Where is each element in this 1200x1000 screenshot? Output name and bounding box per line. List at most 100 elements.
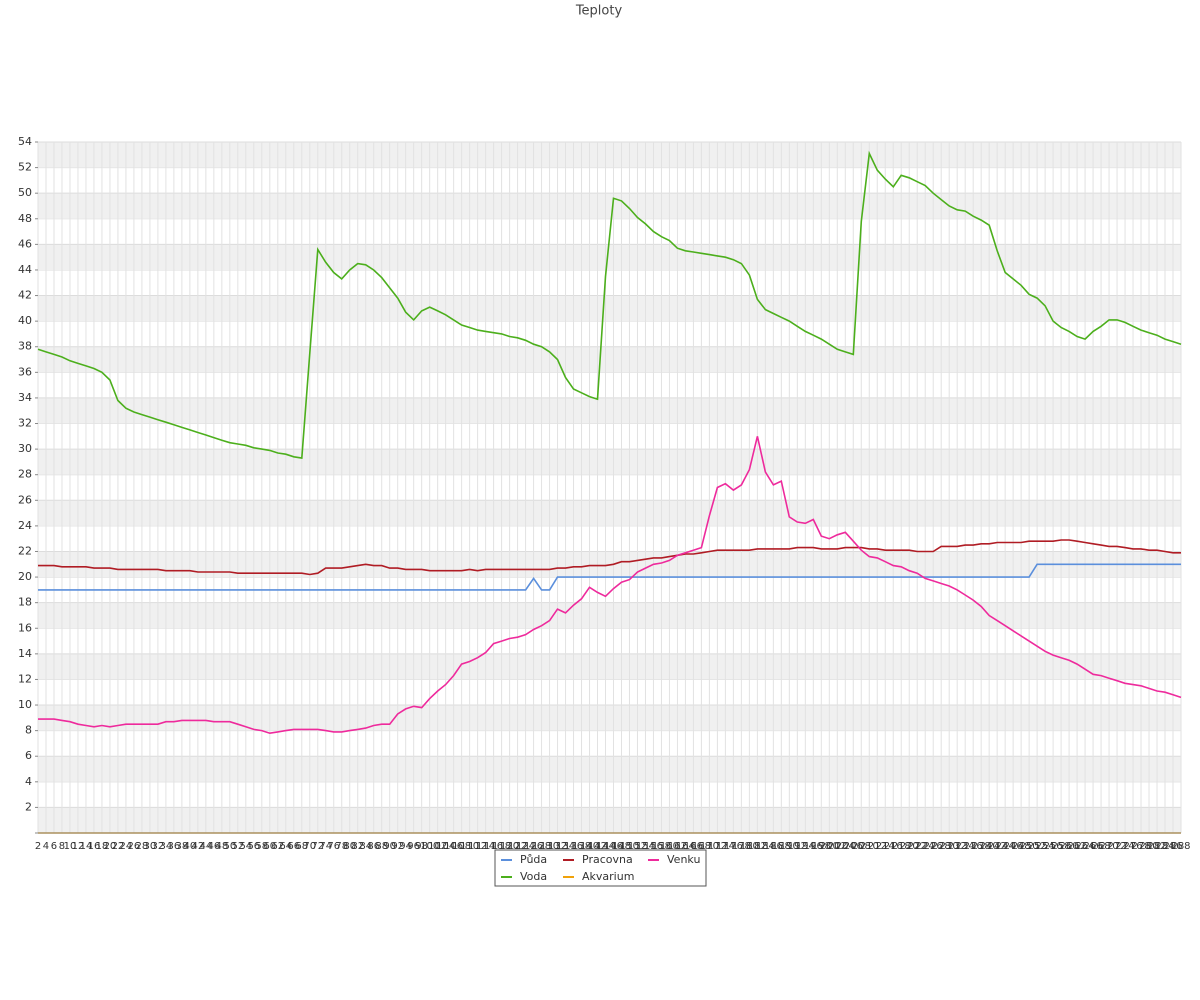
x-tick-label: 174 [716,841,735,852]
x-tick-label: 190 [780,841,799,852]
x-tick-label: 266 [1084,841,1103,852]
y-tick-label: 36 [18,365,32,378]
y-tick-label: 34 [18,391,32,404]
y-tick-label: 12 [18,672,32,685]
x-tick-label: 70 [303,841,316,852]
y-tick-label: 16 [18,621,32,634]
x-tick-label: 212 [868,841,887,852]
x-tick-label: 200 [820,841,839,852]
x-tick-label: 206 [844,841,863,852]
x-tick-label: 254 [1036,841,1055,852]
x-tick-label: 186 [764,841,783,852]
y-tick-label: 40 [18,314,32,327]
y-tick-label: 18 [18,596,32,609]
legend-label: Pracovna [582,853,633,866]
x-tick-label: 82 [351,841,364,852]
y-tick-label: 46 [18,237,32,250]
x-tick-label: 24 [120,841,133,852]
grid-band [38,295,1181,322]
x-tick-label: 72 [311,841,324,852]
x-tick-label: 220 [900,841,919,852]
y-tick-label: 6 [25,749,32,762]
x-tick-label: 50 [223,841,236,852]
x-tick-label: 46 [207,841,220,852]
x-tick-label: 240 [980,841,999,852]
x-tick-label: 158 [652,841,671,852]
x-tick-label: 180 [740,841,759,852]
y-tick-label: 54 [18,135,32,148]
x-tick-label: 88 [375,841,388,852]
grid-band [38,602,1181,629]
x-tick-label: 286 [1163,841,1182,852]
x-tick-label: 138 [572,841,591,852]
y-tick-label: 22 [18,544,32,557]
x-tick-label: 100 [420,841,439,852]
x-tick-label: 140 [580,841,599,852]
x-tick-label: 252 [1028,841,1047,852]
chart-title: Teploty [575,4,623,19]
x-tick-label: 86 [367,841,380,852]
y-tick-label: 38 [18,340,32,353]
x-tick-label: 224 [916,841,935,852]
x-tick-label: 236 [964,841,983,852]
x-tick-label: 244 [996,841,1015,852]
x-tick-label: 154 [636,841,655,852]
grid-band [38,193,1181,219]
x-tick-label: 26 [128,841,141,852]
x-tick-label: 106 [444,841,463,852]
x-tick-label: 96 [407,841,420,852]
x-tick-label: 4 [43,841,49,852]
grid-band [38,807,1181,833]
x-tick-label: 214 [876,841,895,852]
y-tick-label: 26 [18,493,32,506]
x-tick-label: 274 [1116,841,1135,852]
x-tick-label: 114 [476,841,495,852]
x-tick-label: 120 [500,841,519,852]
series-line [38,436,1182,735]
x-tick-label: 222 [908,841,927,852]
x-tick-label: 66 [287,841,300,852]
x-tick-label: 78 [335,841,348,852]
x-tick-label: 60 [263,841,276,852]
y-tick-label: 42 [18,289,32,302]
x-tick-label: 10 [64,841,77,852]
y-tick-label: 30 [18,442,32,455]
x-tick-label: 90 [383,841,396,852]
series-line [37,150,1182,460]
y-tick-label: 10 [18,698,32,711]
x-tick-label: 52 [231,841,244,852]
x-tick-label: 144 [596,841,615,852]
x-tick-label: 168 [692,841,711,852]
x-tick-label: 176 [724,841,743,852]
y-tick-label: 50 [18,186,32,199]
x-tick-label: 136 [564,841,583,852]
x-tick-label: 188 [772,841,791,852]
x-tick-label: 166 [684,841,703,852]
x-tick-label: 122 [508,841,527,852]
x-tick-label: 234 [956,841,975,852]
grid-band [38,142,1181,168]
x-tick-label: 34 [160,841,173,852]
grid-band [38,244,1181,270]
x-tick-label: 196 [804,841,823,852]
x-tick-label: 14 [80,841,93,852]
x-tick-label: 150 [620,841,639,852]
y-tick-label: 48 [18,212,32,225]
x-tick-label: 228 [932,841,951,852]
x-tick-label: 42 [191,841,204,852]
legend-label: Půda [520,853,547,866]
x-tick-label: 132 [548,841,567,852]
x-tick-label: 232 [948,841,967,852]
x-tick-label: 170 [700,841,719,852]
y-tick-label: 32 [18,417,32,430]
x-tick-label: 126 [524,841,543,852]
x-tick-label: 276 [1123,841,1142,852]
x-tick-label: 30 [144,841,157,852]
x-tick-label: 226 [924,841,943,852]
series-line [38,563,1181,591]
x-tick-label: 264 [1076,841,1095,852]
x-tick-label: 162 [668,841,687,852]
x-tick-label: 280 [1139,841,1158,852]
x-tick-label: 8 [59,841,65,852]
